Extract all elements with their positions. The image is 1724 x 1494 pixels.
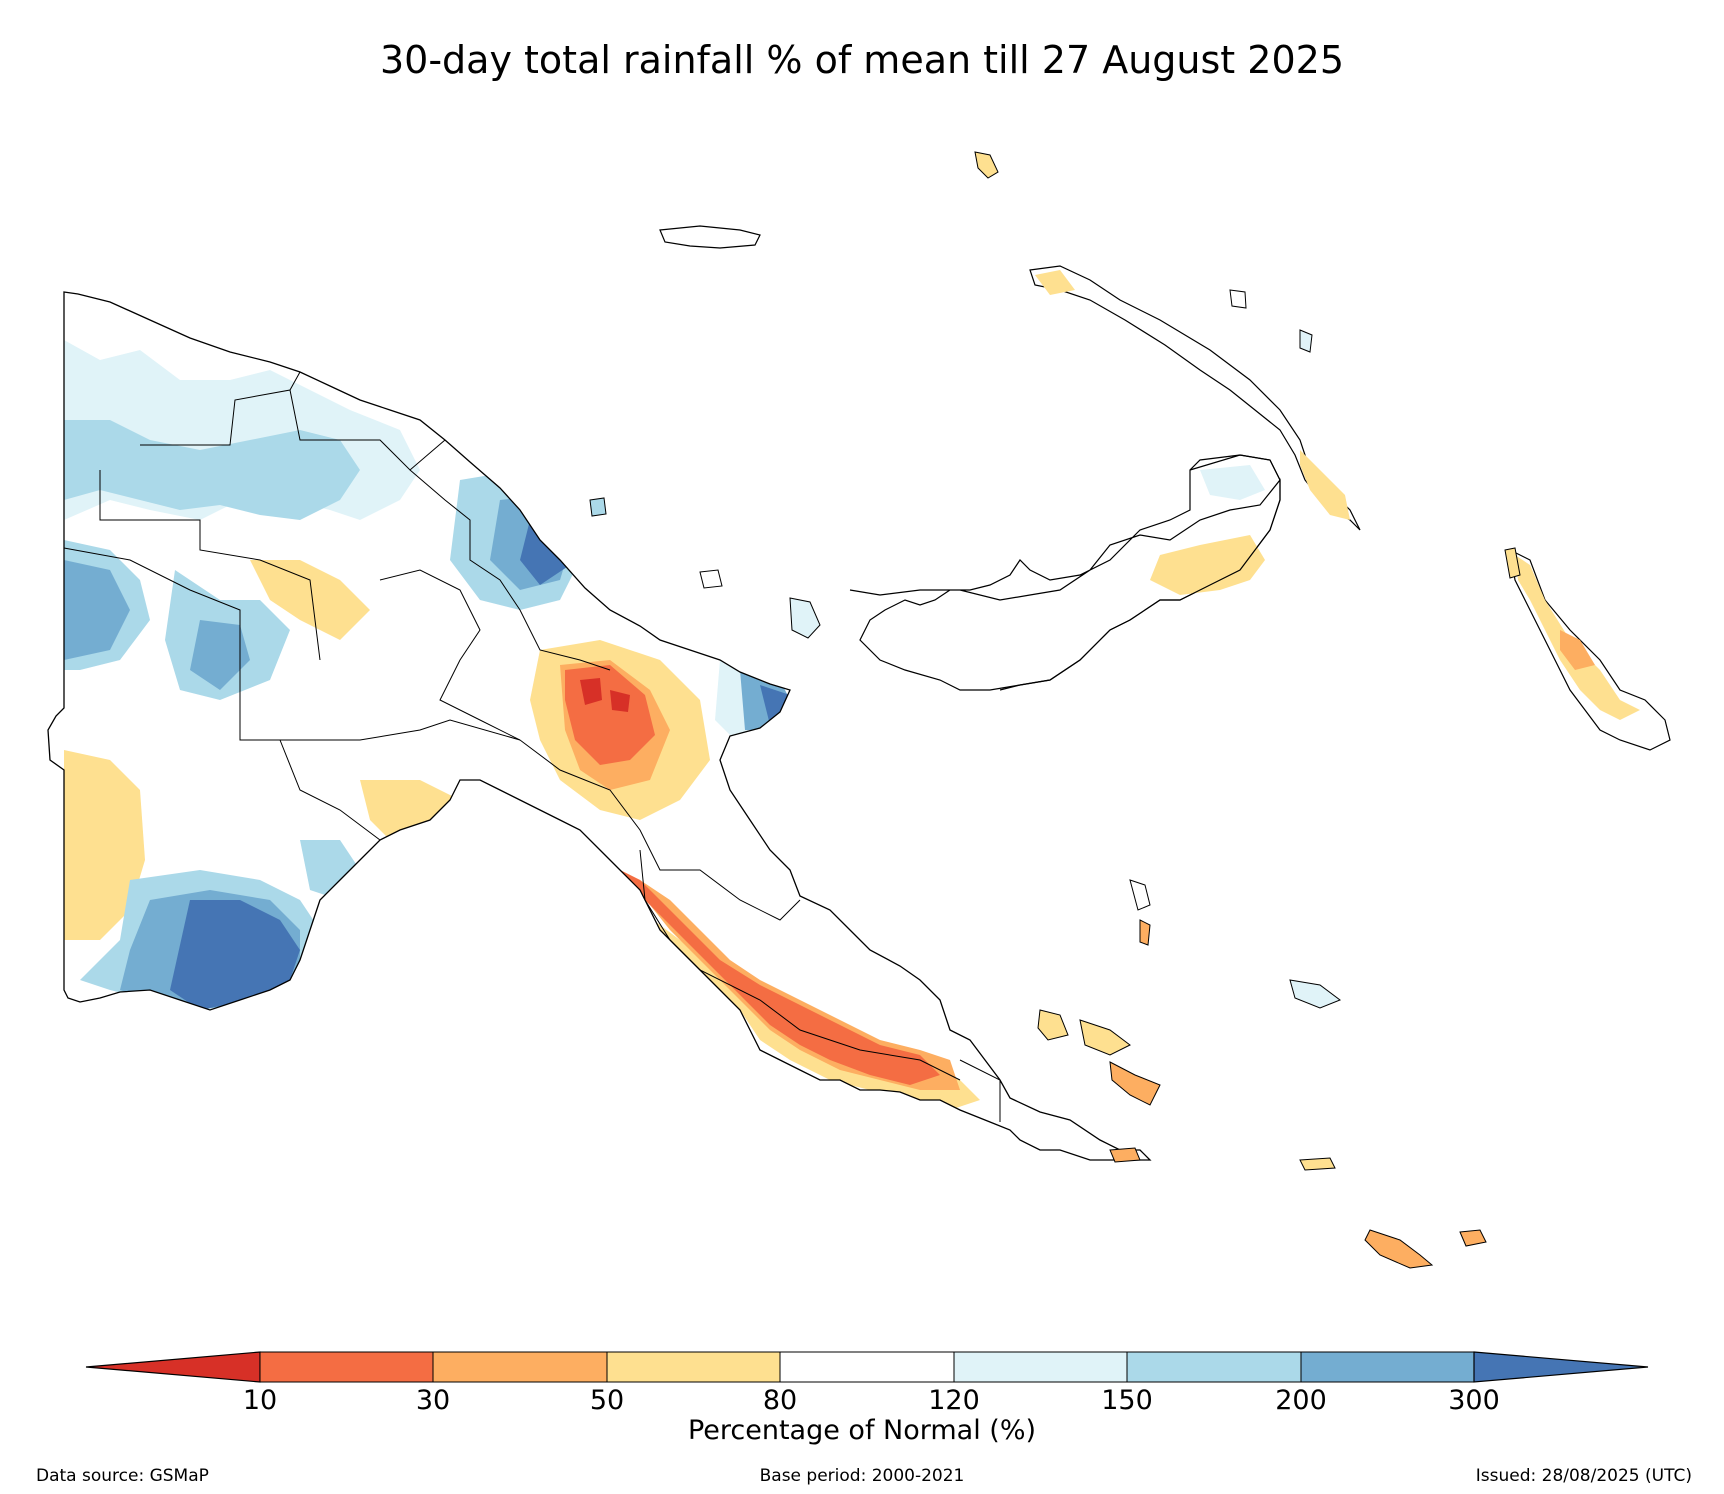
rainfall-map <box>47 151 1671 1269</box>
colorbar-tick: 300 <box>1448 1385 1500 1416</box>
data-source-text: Data source: GSMaP <box>36 1466 209 1486</box>
colorbar-label: Percentage of Normal (%) <box>687 1415 1037 1446</box>
colorbar-tick: 30 <box>415 1385 451 1416</box>
base-period-text: Base period: 2000-2021 <box>759 1466 965 1486</box>
colorbar-tick: 80 <box>762 1385 798 1416</box>
map-title: 30-day total rainfall % of mean till 27 … <box>379 38 1344 82</box>
colorbar-tick: 50 <box>589 1385 625 1416</box>
colorbar-tick: 150 <box>1101 1385 1153 1416</box>
colorbar-tick: 120 <box>928 1385 980 1416</box>
issued-date-text: Issued: 28/08/2025 (UTC) <box>1475 1466 1692 1486</box>
colorbar-tick: 10 <box>242 1385 278 1416</box>
colorbar-tick: 200 <box>1275 1385 1327 1416</box>
